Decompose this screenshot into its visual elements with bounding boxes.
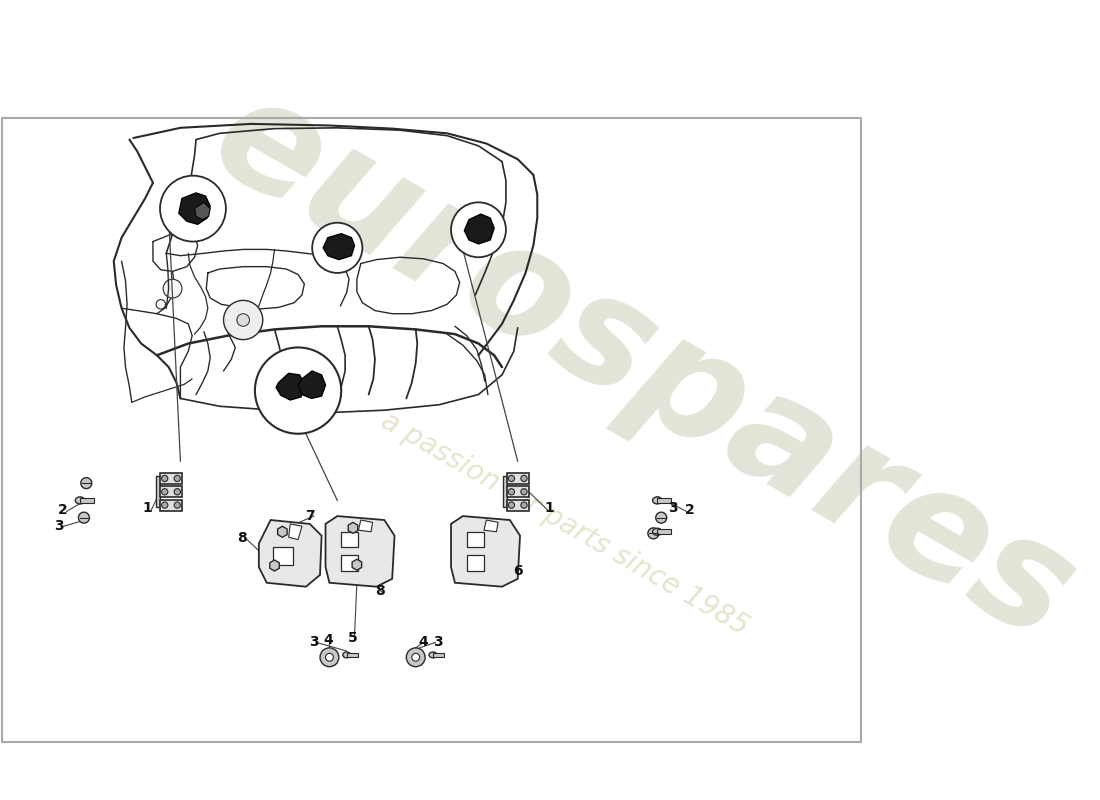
Circle shape	[520, 502, 527, 508]
Text: 5: 5	[348, 630, 358, 645]
Bar	[658, 498, 671, 502]
Bar	[466, 555, 484, 571]
Polygon shape	[503, 476, 507, 507]
Polygon shape	[326, 516, 395, 586]
Polygon shape	[507, 486, 529, 498]
Bar	[346, 653, 358, 658]
Circle shape	[162, 475, 168, 482]
Circle shape	[174, 475, 180, 482]
Circle shape	[520, 475, 527, 482]
Circle shape	[508, 475, 515, 482]
Circle shape	[508, 502, 515, 508]
Polygon shape	[288, 524, 302, 540]
Bar	[273, 547, 293, 565]
Circle shape	[406, 648, 425, 666]
Polygon shape	[258, 520, 321, 586]
Text: a passion for parts since 1985: a passion for parts since 1985	[376, 407, 754, 641]
Polygon shape	[277, 526, 287, 538]
Circle shape	[656, 512, 667, 523]
Circle shape	[80, 478, 91, 489]
Text: 7: 7	[305, 509, 315, 523]
Polygon shape	[484, 520, 498, 532]
Polygon shape	[359, 520, 373, 532]
Ellipse shape	[429, 652, 437, 658]
Text: 8: 8	[236, 531, 246, 545]
Circle shape	[223, 300, 263, 340]
Polygon shape	[195, 202, 210, 219]
Circle shape	[78, 512, 89, 523]
Circle shape	[648, 528, 659, 539]
Text: 1: 1	[544, 502, 554, 515]
Circle shape	[174, 502, 180, 508]
Polygon shape	[156, 476, 160, 507]
Polygon shape	[323, 234, 354, 260]
Circle shape	[520, 489, 527, 495]
Polygon shape	[352, 559, 362, 570]
Bar	[466, 532, 484, 547]
Polygon shape	[160, 500, 182, 510]
Polygon shape	[160, 473, 182, 484]
Bar	[341, 555, 359, 571]
Text: 2: 2	[58, 503, 67, 517]
Text: 8: 8	[375, 584, 385, 598]
Circle shape	[255, 347, 341, 434]
Circle shape	[326, 654, 333, 661]
Circle shape	[508, 489, 515, 495]
Polygon shape	[507, 473, 529, 484]
Ellipse shape	[343, 652, 351, 658]
Polygon shape	[451, 516, 520, 586]
Text: 3: 3	[54, 518, 64, 533]
Ellipse shape	[652, 497, 662, 504]
Polygon shape	[276, 374, 305, 400]
Circle shape	[451, 202, 506, 258]
Circle shape	[163, 279, 182, 298]
Circle shape	[236, 314, 250, 326]
Bar	[80, 498, 95, 502]
Bar	[341, 532, 359, 547]
Polygon shape	[507, 500, 529, 510]
Polygon shape	[464, 214, 494, 244]
Circle shape	[320, 648, 339, 666]
Text: 2: 2	[685, 503, 695, 517]
Text: 3: 3	[309, 634, 319, 649]
Polygon shape	[270, 560, 279, 571]
Ellipse shape	[652, 528, 662, 535]
Circle shape	[174, 489, 180, 495]
Ellipse shape	[75, 497, 85, 504]
Bar	[658, 530, 671, 534]
Bar	[433, 653, 444, 658]
Circle shape	[162, 489, 168, 495]
Text: 3: 3	[433, 634, 442, 649]
Polygon shape	[160, 486, 182, 498]
Polygon shape	[179, 193, 210, 224]
Circle shape	[162, 502, 168, 508]
Text: 1: 1	[143, 502, 152, 515]
Circle shape	[312, 222, 362, 273]
Text: 6: 6	[513, 564, 522, 578]
Polygon shape	[349, 522, 358, 534]
Text: 4: 4	[419, 634, 428, 649]
Polygon shape	[298, 371, 326, 398]
Text: eurospares: eurospares	[188, 61, 1099, 673]
Text: 3: 3	[668, 502, 678, 515]
Circle shape	[411, 654, 419, 661]
Circle shape	[156, 300, 165, 309]
Text: 4: 4	[323, 633, 332, 647]
Circle shape	[160, 176, 226, 242]
